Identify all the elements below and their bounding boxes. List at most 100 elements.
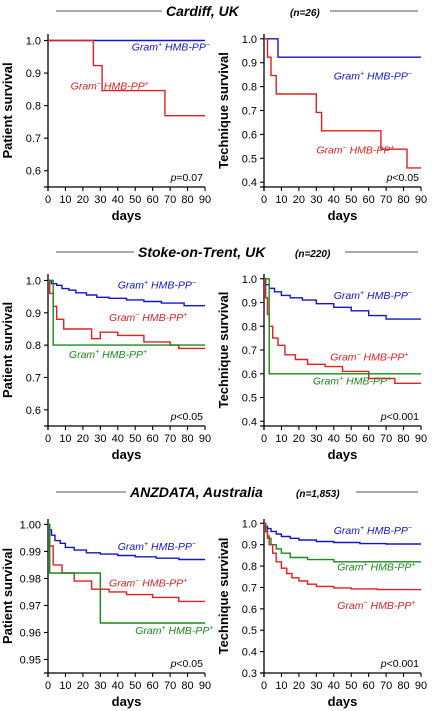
y-tick-label: 0.9 xyxy=(242,58,257,70)
x-tick-label: 20 xyxy=(293,680,305,692)
x-tick-label: 70 xyxy=(380,433,392,445)
y-tick-label: 0.8 xyxy=(26,101,41,113)
y-tick-label: 0.7 xyxy=(26,372,41,384)
y-tick-label: 0.8 xyxy=(242,561,257,573)
x-tick-label: 30 xyxy=(310,680,322,692)
x-tick-label: 70 xyxy=(380,194,392,206)
series-label: Gram− HMB-PP+ xyxy=(337,600,415,612)
series-line xyxy=(264,522,421,545)
series-label: Gram− HMB-PP+ xyxy=(330,352,408,364)
x-tick-label: 40 xyxy=(328,194,340,206)
y-axis-title: Technique survival xyxy=(216,52,231,169)
series-line xyxy=(264,278,421,375)
series-label: Gram+ HMB-PP− xyxy=(132,41,210,53)
series-label: Gram− HMB-PP+ xyxy=(109,578,187,590)
x-tick-label: 80 xyxy=(397,680,409,692)
x-tick-label: 10 xyxy=(275,433,287,445)
series-label: Gram+ HMB-PP− xyxy=(118,280,196,292)
x-tick-label: 40 xyxy=(112,433,124,445)
y-tick-label: 0.6 xyxy=(242,129,257,141)
panel-cardiff: Cardiff, UK (n=26) xyxy=(56,3,418,19)
y-tick-label: 0.9 xyxy=(26,308,41,320)
x-tick-label: 60 xyxy=(363,680,375,692)
x-tick-label: 90 xyxy=(199,680,211,692)
y-tick-label: 1.0 xyxy=(26,275,41,287)
chart-cardiff-technique-survival: 0 10 20 30 40 50 60 70 80 90 0.4 0.5 0.6 0.7 0.8 0.9 1.0… xyxy=(216,34,427,223)
x-tick-label: 0 xyxy=(45,433,51,445)
x-tick-label: 40 xyxy=(112,680,124,692)
x-tick-label: 60 xyxy=(363,433,375,445)
y-axis-title: Technique survival xyxy=(216,292,231,409)
y-tick-label: 1.0 xyxy=(242,518,257,530)
x-tick-label: 50 xyxy=(129,680,141,692)
series-line xyxy=(48,39,205,117)
series-label: Gram+ HMB-PP+ xyxy=(313,375,391,387)
chart-anzdata-technique-survival: 0 10 20 30 40 50 60 70 80 90 0.3 0.4 0.5 0.6 0.7 0.8 0.9… xyxy=(216,518,427,709)
x-tick-label: 90 xyxy=(199,194,211,206)
x-tick-label: 20 xyxy=(293,433,305,445)
x-tick-label: 80 xyxy=(397,194,409,206)
x-tick-label: 70 xyxy=(164,433,176,445)
chart-cardiff-patient-survival: 0 10 20 30 40 50 60 70 80 90 0.6 0.7 0.8 0.9 1.0 days Pa… xyxy=(0,34,211,223)
y-axis-title: Patient survival xyxy=(0,302,15,398)
y-tick-label: 1.00 xyxy=(20,519,41,531)
series-label: Gram− HMB-PP+ xyxy=(316,145,394,157)
y-tick-label: 0.97 xyxy=(20,600,41,612)
x-tick-label: 70 xyxy=(164,194,176,206)
x-tick-label: 80 xyxy=(181,433,193,445)
x-tick-label: 10 xyxy=(59,433,71,445)
series-line xyxy=(48,279,205,307)
series-label: Gram+ HMB-PP− xyxy=(334,525,412,537)
x-axis-title: days xyxy=(112,208,142,223)
p-value: p=0.07 xyxy=(170,172,204,184)
x-tick-label: 30 xyxy=(94,194,106,206)
series-label: Gram+ HMB-PP+ xyxy=(135,625,213,637)
x-tick-label: 60 xyxy=(147,194,159,206)
x-tick-label: 50 xyxy=(345,433,357,445)
series-label: Gram+ HMB-PP− xyxy=(334,70,412,82)
x-axis-title: days xyxy=(112,694,142,709)
panel-stoke-on-trent: Stoke-on-Trent, UK (n=220) xyxy=(56,244,418,260)
y-tick-label: 0.96 xyxy=(20,627,41,639)
p-value: p<0.05 xyxy=(170,411,204,423)
panel-anzdata: ANZDATA, Australia (n=1,853) xyxy=(56,484,418,500)
y-tick-label: 0.8 xyxy=(242,82,257,94)
x-tick-label: 0 xyxy=(261,680,267,692)
x-tick-label: 90 xyxy=(415,194,427,206)
y-tick-label: 0.7 xyxy=(242,582,257,594)
y-tick-label: 0.6 xyxy=(26,405,41,417)
x-tick-label: 70 xyxy=(164,680,176,692)
p-value: p<0.05 xyxy=(170,658,204,670)
x-tick-label: 90 xyxy=(199,433,211,445)
panel-title: Cardiff, UK xyxy=(166,3,240,19)
y-tick-label: 0.4 xyxy=(242,647,257,659)
series-line xyxy=(264,278,421,384)
p-value: p<0.05 xyxy=(386,172,420,184)
x-tick-label: 30 xyxy=(310,194,322,206)
y-tick-label: 0.98 xyxy=(20,573,41,585)
y-tick-label: 0.5 xyxy=(242,393,257,405)
p-value: p<0.001 xyxy=(380,411,419,423)
x-tick-label: 80 xyxy=(397,433,409,445)
x-tick-label: 60 xyxy=(147,433,159,445)
panel-sample-size: (n=26) xyxy=(290,8,320,19)
x-tick-label: 80 xyxy=(181,680,193,692)
x-tick-label: 30 xyxy=(94,680,106,692)
series-label: Gram− HMB-PP+ xyxy=(109,312,187,324)
panel-title: ANZDATA, Australia xyxy=(129,484,263,500)
series-line xyxy=(264,38,421,169)
y-tick-label: 0.95 xyxy=(20,654,41,666)
x-tick-label: 60 xyxy=(363,194,375,206)
x-tick-label: 80 xyxy=(181,194,193,206)
x-tick-label: 40 xyxy=(328,680,340,692)
y-tick-label: 0.6 xyxy=(242,369,257,381)
series-label: Gram+ HMB-PP+ xyxy=(69,349,147,361)
x-tick-label: 10 xyxy=(59,194,71,206)
y-tick-label: 0.99 xyxy=(20,546,41,558)
x-tick-label: 30 xyxy=(94,433,106,445)
x-tick-label: 0 xyxy=(45,194,51,206)
x-tick-label: 20 xyxy=(77,433,89,445)
y-tick-label: 0.6 xyxy=(242,604,257,616)
x-tick-label: 0 xyxy=(45,680,51,692)
series-line xyxy=(48,523,205,603)
